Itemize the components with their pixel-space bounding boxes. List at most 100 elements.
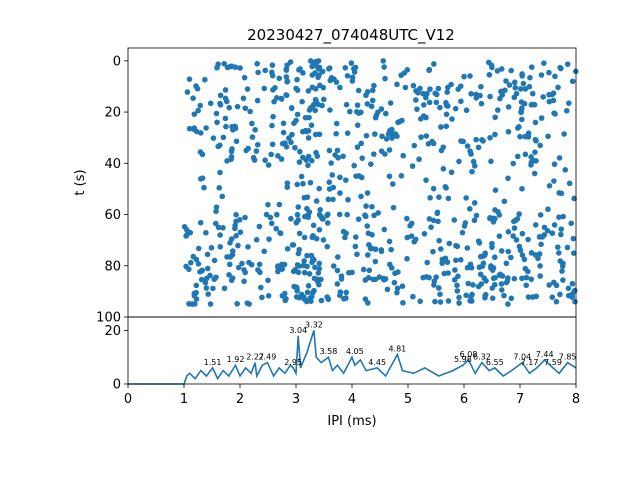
scatter-point bbox=[318, 297, 325, 304]
scatter-point bbox=[375, 210, 381, 216]
scatter-point bbox=[378, 148, 385, 154]
scatter-point bbox=[282, 297, 289, 304]
scatter-point bbox=[531, 170, 538, 177]
scatter-ytick-label: 80 bbox=[104, 259, 121, 274]
scatter-point bbox=[270, 113, 276, 120]
peak-annotation: 7.04 bbox=[513, 353, 531, 362]
scatter-point bbox=[431, 282, 437, 288]
scatter-point bbox=[226, 271, 232, 278]
scatter-point bbox=[261, 85, 268, 92]
scatter-point bbox=[254, 97, 261, 104]
scatter-point bbox=[187, 259, 194, 266]
scatter-point bbox=[265, 293, 272, 299]
peak-annotation: 3.04 bbox=[289, 326, 307, 335]
scatter-point bbox=[255, 69, 261, 76]
scatter-point bbox=[368, 161, 374, 167]
scatter-point bbox=[311, 287, 317, 294]
scatter-point bbox=[385, 131, 392, 137]
scatter-point bbox=[373, 112, 380, 119]
scatter-point bbox=[477, 271, 484, 278]
scatter-point bbox=[337, 292, 343, 299]
scatter-point bbox=[183, 233, 189, 239]
scatter-point bbox=[305, 153, 312, 160]
scatter-point bbox=[203, 275, 210, 282]
scatter-point bbox=[213, 274, 219, 281]
scatter-point bbox=[457, 257, 464, 263]
scatter-point bbox=[278, 96, 285, 102]
scatter-point bbox=[364, 223, 371, 229]
scatter-point bbox=[297, 148, 303, 155]
scatter-point bbox=[286, 135, 292, 141]
scatter-point bbox=[269, 141, 276, 148]
scatter-point bbox=[215, 143, 222, 150]
scatter-point bbox=[351, 69, 358, 75]
scatter-point bbox=[327, 77, 334, 84]
scatter-point bbox=[352, 64, 359, 71]
scatter-point bbox=[316, 185, 322, 192]
scatter-point bbox=[512, 84, 519, 91]
scatter-point bbox=[437, 246, 444, 252]
scatter-point bbox=[290, 242, 297, 248]
scatter-point bbox=[464, 143, 471, 149]
scatter-point bbox=[546, 69, 552, 76]
scatter-point bbox=[491, 254, 498, 261]
scatter-point bbox=[248, 261, 255, 268]
scatter-point bbox=[296, 159, 303, 165]
scatter-point bbox=[378, 247, 385, 253]
scatter-point bbox=[324, 243, 331, 250]
scatter-point bbox=[553, 298, 560, 305]
scatter-point bbox=[388, 246, 394, 253]
scatter-point bbox=[560, 277, 566, 283]
scatter-point bbox=[529, 90, 536, 97]
scatter-point bbox=[516, 211, 522, 217]
scatter-point bbox=[371, 151, 377, 157]
scatter-point bbox=[496, 272, 503, 278]
scatter-point bbox=[232, 225, 238, 232]
scatter-point bbox=[376, 274, 383, 280]
scatter-point bbox=[307, 179, 314, 186]
scatter-point bbox=[545, 206, 551, 213]
scatter-point bbox=[443, 102, 450, 109]
scatter-point bbox=[284, 245, 291, 252]
scatter-point bbox=[317, 82, 323, 89]
histogram-ytick-label: 0 bbox=[113, 378, 121, 393]
scatter-point bbox=[404, 255, 410, 262]
scatter-point bbox=[492, 215, 498, 222]
scatter-point bbox=[400, 299, 406, 306]
scatter-point bbox=[487, 215, 493, 222]
scatter-point bbox=[511, 94, 518, 101]
scatter-point bbox=[214, 119, 220, 126]
scatter-point bbox=[477, 92, 483, 99]
scatter-point bbox=[379, 133, 385, 140]
scatter-point bbox=[514, 216, 521, 222]
scatter-point bbox=[210, 135, 217, 141]
scatter-point bbox=[247, 108, 253, 115]
scatter-point bbox=[432, 90, 439, 97]
scatter-point bbox=[426, 66, 433, 73]
scatter-point bbox=[519, 275, 525, 282]
scatter-point bbox=[316, 260, 323, 267]
scatter-point bbox=[537, 263, 543, 269]
scatter-point bbox=[341, 295, 347, 302]
scatter-point bbox=[294, 111, 301, 118]
scatter-point bbox=[355, 216, 362, 222]
scatter-point bbox=[431, 61, 437, 67]
scatter-point bbox=[528, 276, 535, 282]
scatter-point bbox=[255, 267, 261, 273]
scatter-point bbox=[364, 252, 371, 258]
scatter-point bbox=[523, 282, 530, 289]
scatter-point bbox=[480, 253, 487, 259]
scatter-point bbox=[308, 298, 314, 304]
scatter-point bbox=[275, 153, 281, 159]
scatter-point bbox=[362, 277, 369, 283]
scatter-point bbox=[303, 128, 310, 135]
scatter-point bbox=[197, 102, 204, 109]
scatter-point bbox=[426, 274, 432, 281]
scatter-point bbox=[269, 62, 276, 68]
scatter-point bbox=[451, 217, 458, 223]
scatter-point bbox=[439, 256, 446, 263]
scatter-point bbox=[572, 298, 578, 305]
scatter-point bbox=[420, 102, 427, 108]
